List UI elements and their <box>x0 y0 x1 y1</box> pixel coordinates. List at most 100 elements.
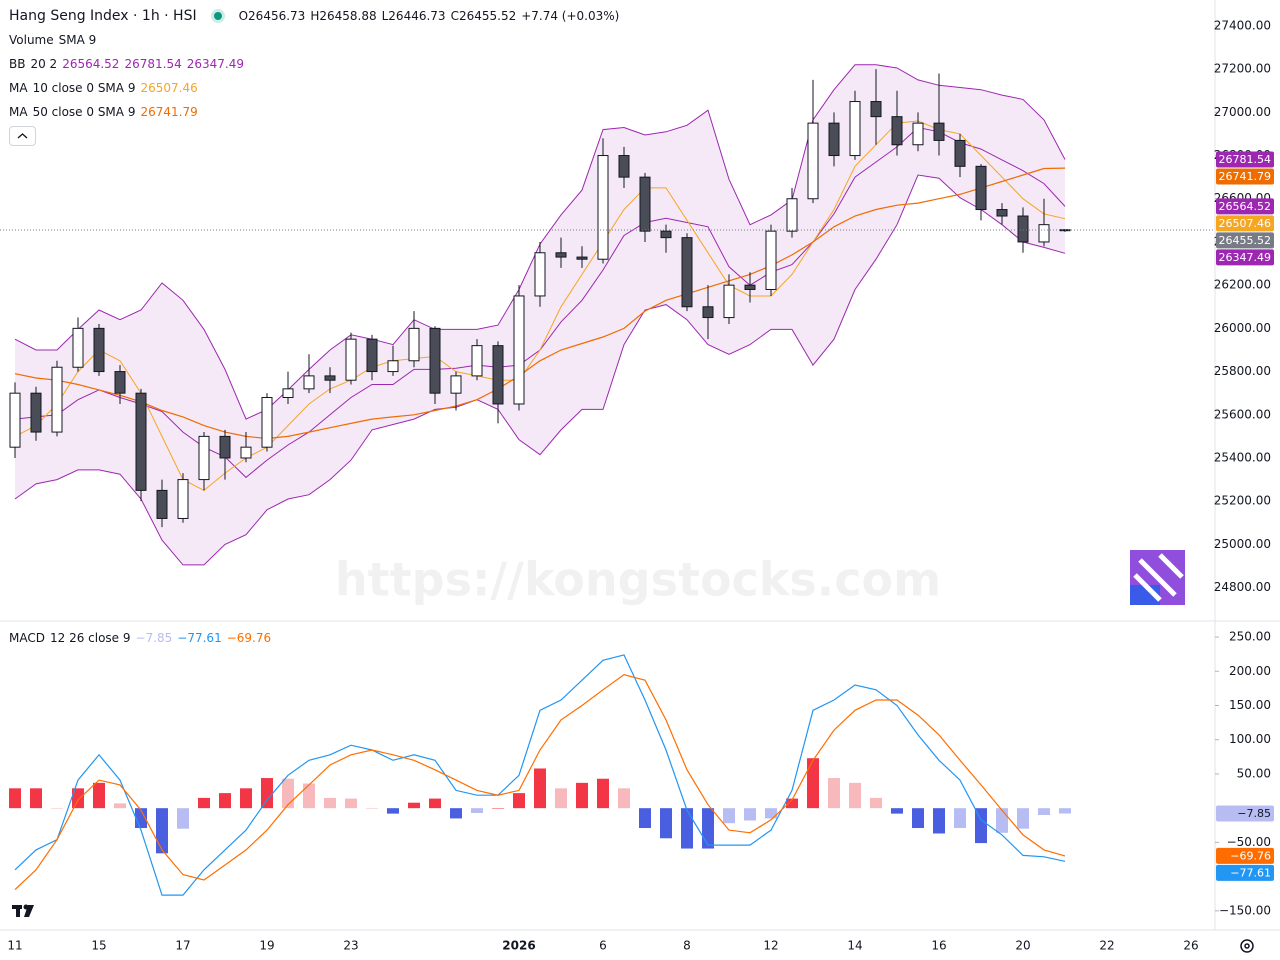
collapse-button[interactable] <box>9 126 36 146</box>
tv-logo-v <box>24 905 34 917</box>
x-tick-label: 17 <box>175 939 190 953</box>
candle-body <box>198 435 210 481</box>
indicator-name: MA <box>9 105 28 119</box>
candle-body <box>30 392 42 433</box>
histogram-bar <box>324 797 336 809</box>
ma-line <box>14 167 1066 440</box>
price-badge <box>1216 215 1274 232</box>
y-tick-label: 25600.00 <box>1214 407 1271 421</box>
histogram-bar <box>534 768 546 809</box>
settings-icon[interactable] <box>1240 939 1254 953</box>
watermark-logo <box>1130 550 1185 605</box>
candle-body <box>9 392 21 448</box>
indicator-params: 20 2 <box>30 57 58 71</box>
histogram-bar <box>387 808 399 814</box>
histogram-bar <box>618 788 630 809</box>
settings-gear-center[interactable] <box>1244 943 1250 949</box>
ohlc-value: 26446.73 <box>388 9 446 23</box>
histogram-bar <box>723 808 735 824</box>
y-tick-label: 100.00 <box>1229 732 1271 746</box>
candle-body <box>870 101 882 118</box>
candle-body <box>639 176 651 232</box>
candle-body <box>681 237 693 308</box>
y-tick-label: 25200.00 <box>1214 494 1271 508</box>
candle-body <box>324 375 336 381</box>
candle-body <box>744 284 756 290</box>
histogram-bar <box>513 793 525 809</box>
histogram-bar <box>786 798 798 809</box>
signal-line <box>14 674 1066 891</box>
price-badge-label: 26781.54 <box>1219 153 1272 166</box>
indicator-params: 50 close 0 SMA 9 <box>32 105 136 119</box>
histogram-bar <box>954 808 966 829</box>
candle-body <box>702 306 714 319</box>
candle-body <box>765 230 777 290</box>
price-badge-label: −7.85 <box>1237 807 1271 820</box>
ohlc-value: 26458.88 <box>319 9 377 23</box>
ohlc-label: H <box>310 9 320 23</box>
indicator-value: 26507.46 <box>140 81 198 95</box>
x-tick-label: 26 <box>1183 939 1198 953</box>
candle-body <box>471 345 483 377</box>
price-badge <box>1216 805 1274 822</box>
histogram-bar <box>51 808 63 809</box>
ohlc-value: 26455.52 <box>458 9 517 23</box>
y-tick-label: 27400.00 <box>1214 18 1271 32</box>
candle-body <box>933 122 945 141</box>
price-badge-label: −77.61 <box>1230 866 1271 879</box>
histogram-bar <box>597 778 609 809</box>
y-tick-label: 25800.00 <box>1214 364 1271 378</box>
histogram-bar <box>9 788 21 809</box>
settings-gear[interactable] <box>1240 939 1254 953</box>
histogram-bar <box>576 782 588 809</box>
histogram-bar <box>765 808 777 819</box>
change: +7.74 (+0.03%) <box>521 9 620 23</box>
price-badge <box>1216 249 1274 266</box>
indicator-name: BB <box>9 57 26 71</box>
candle-body <box>786 198 798 232</box>
y-tick-label: 250.00 <box>1229 630 1271 644</box>
y-tick-label: 26000.00 <box>1214 321 1271 335</box>
indicator-value: 26564.52 <box>62 57 120 71</box>
indicator-name: MACD <box>9 631 45 645</box>
histogram-bar <box>30 788 42 809</box>
histogram-bar <box>366 808 378 809</box>
ohlc-label: C <box>450 9 459 23</box>
indicator-params: 12 26 close 9 <box>49 631 131 645</box>
histogram-bar <box>114 803 126 809</box>
candle-body <box>156 489 168 519</box>
collapse-chevron[interactable] <box>17 133 28 139</box>
histogram-bar <box>198 797 210 809</box>
histogram-bar <box>996 808 1008 833</box>
ohlc-value: 26456.73 <box>248 9 306 23</box>
histogram-bar <box>303 783 315 809</box>
candle-body <box>723 284 735 319</box>
price-badge-label: −69.76 <box>1230 849 1271 862</box>
symbol-legend: Hang Seng Index · 1h · HSI O 26456.73 H 26… <box>9 6 619 26</box>
bb-legend: BB 20 2 26564.52 26781.54 26347.49 <box>9 54 244 74</box>
histogram-bar <box>261 778 273 809</box>
histogram-bar <box>849 782 861 809</box>
tv-logo <box>12 904 34 917</box>
histogram-bar <box>828 778 840 809</box>
histogram-bar <box>681 808 693 849</box>
x-tick-label: 19 <box>259 939 274 953</box>
candle-body <box>366 338 378 373</box>
candle-body <box>996 209 1008 217</box>
price-badge <box>1216 151 1274 168</box>
y-tick-label: 27000.00 <box>1214 105 1271 119</box>
histogram-bar <box>1017 808 1029 829</box>
candle-body <box>618 155 630 178</box>
y-tick-label: 25000.00 <box>1214 537 1271 551</box>
histogram-bar <box>492 808 504 809</box>
histogram-bar <box>471 808 483 813</box>
histogram-bar <box>408 802 420 809</box>
collapse-icon[interactable] <box>10 127 35 145</box>
y-tick-label: −150.00 <box>1219 903 1271 917</box>
x-tick-label: 8 <box>683 939 691 953</box>
histogram-bar <box>975 808 987 844</box>
histogram-bar <box>891 808 903 814</box>
candle-body <box>513 295 525 405</box>
histogram-bar <box>1038 808 1050 816</box>
candle-body <box>114 371 126 394</box>
